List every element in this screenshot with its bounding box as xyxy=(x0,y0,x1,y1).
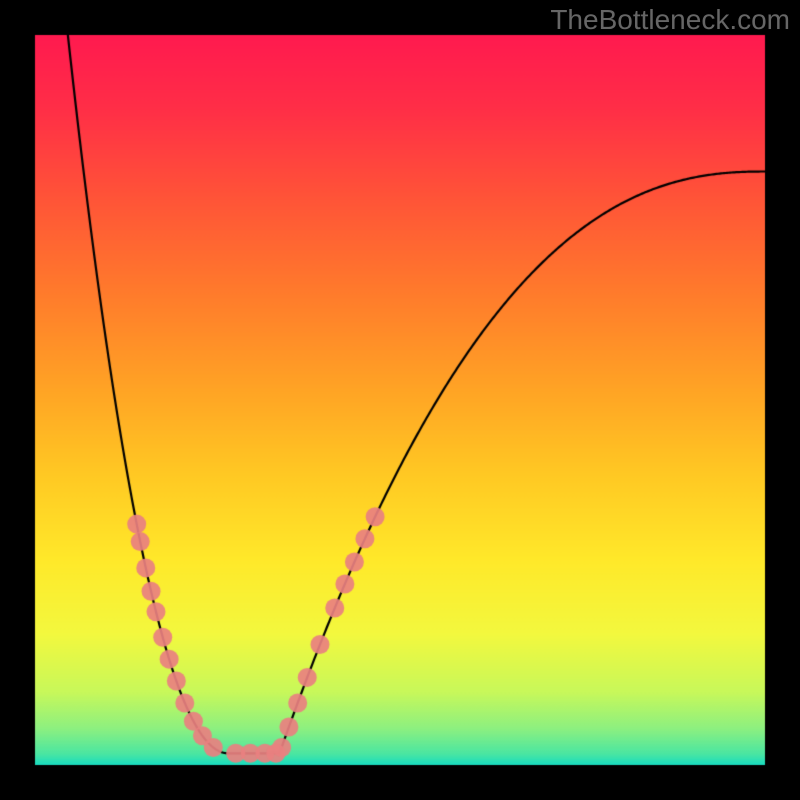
watermark-text: TheBottleneck.com xyxy=(10,4,790,36)
bottleneck-v-curve-chart xyxy=(0,0,800,800)
chart-stage: TheBottleneck.com xyxy=(0,0,800,800)
